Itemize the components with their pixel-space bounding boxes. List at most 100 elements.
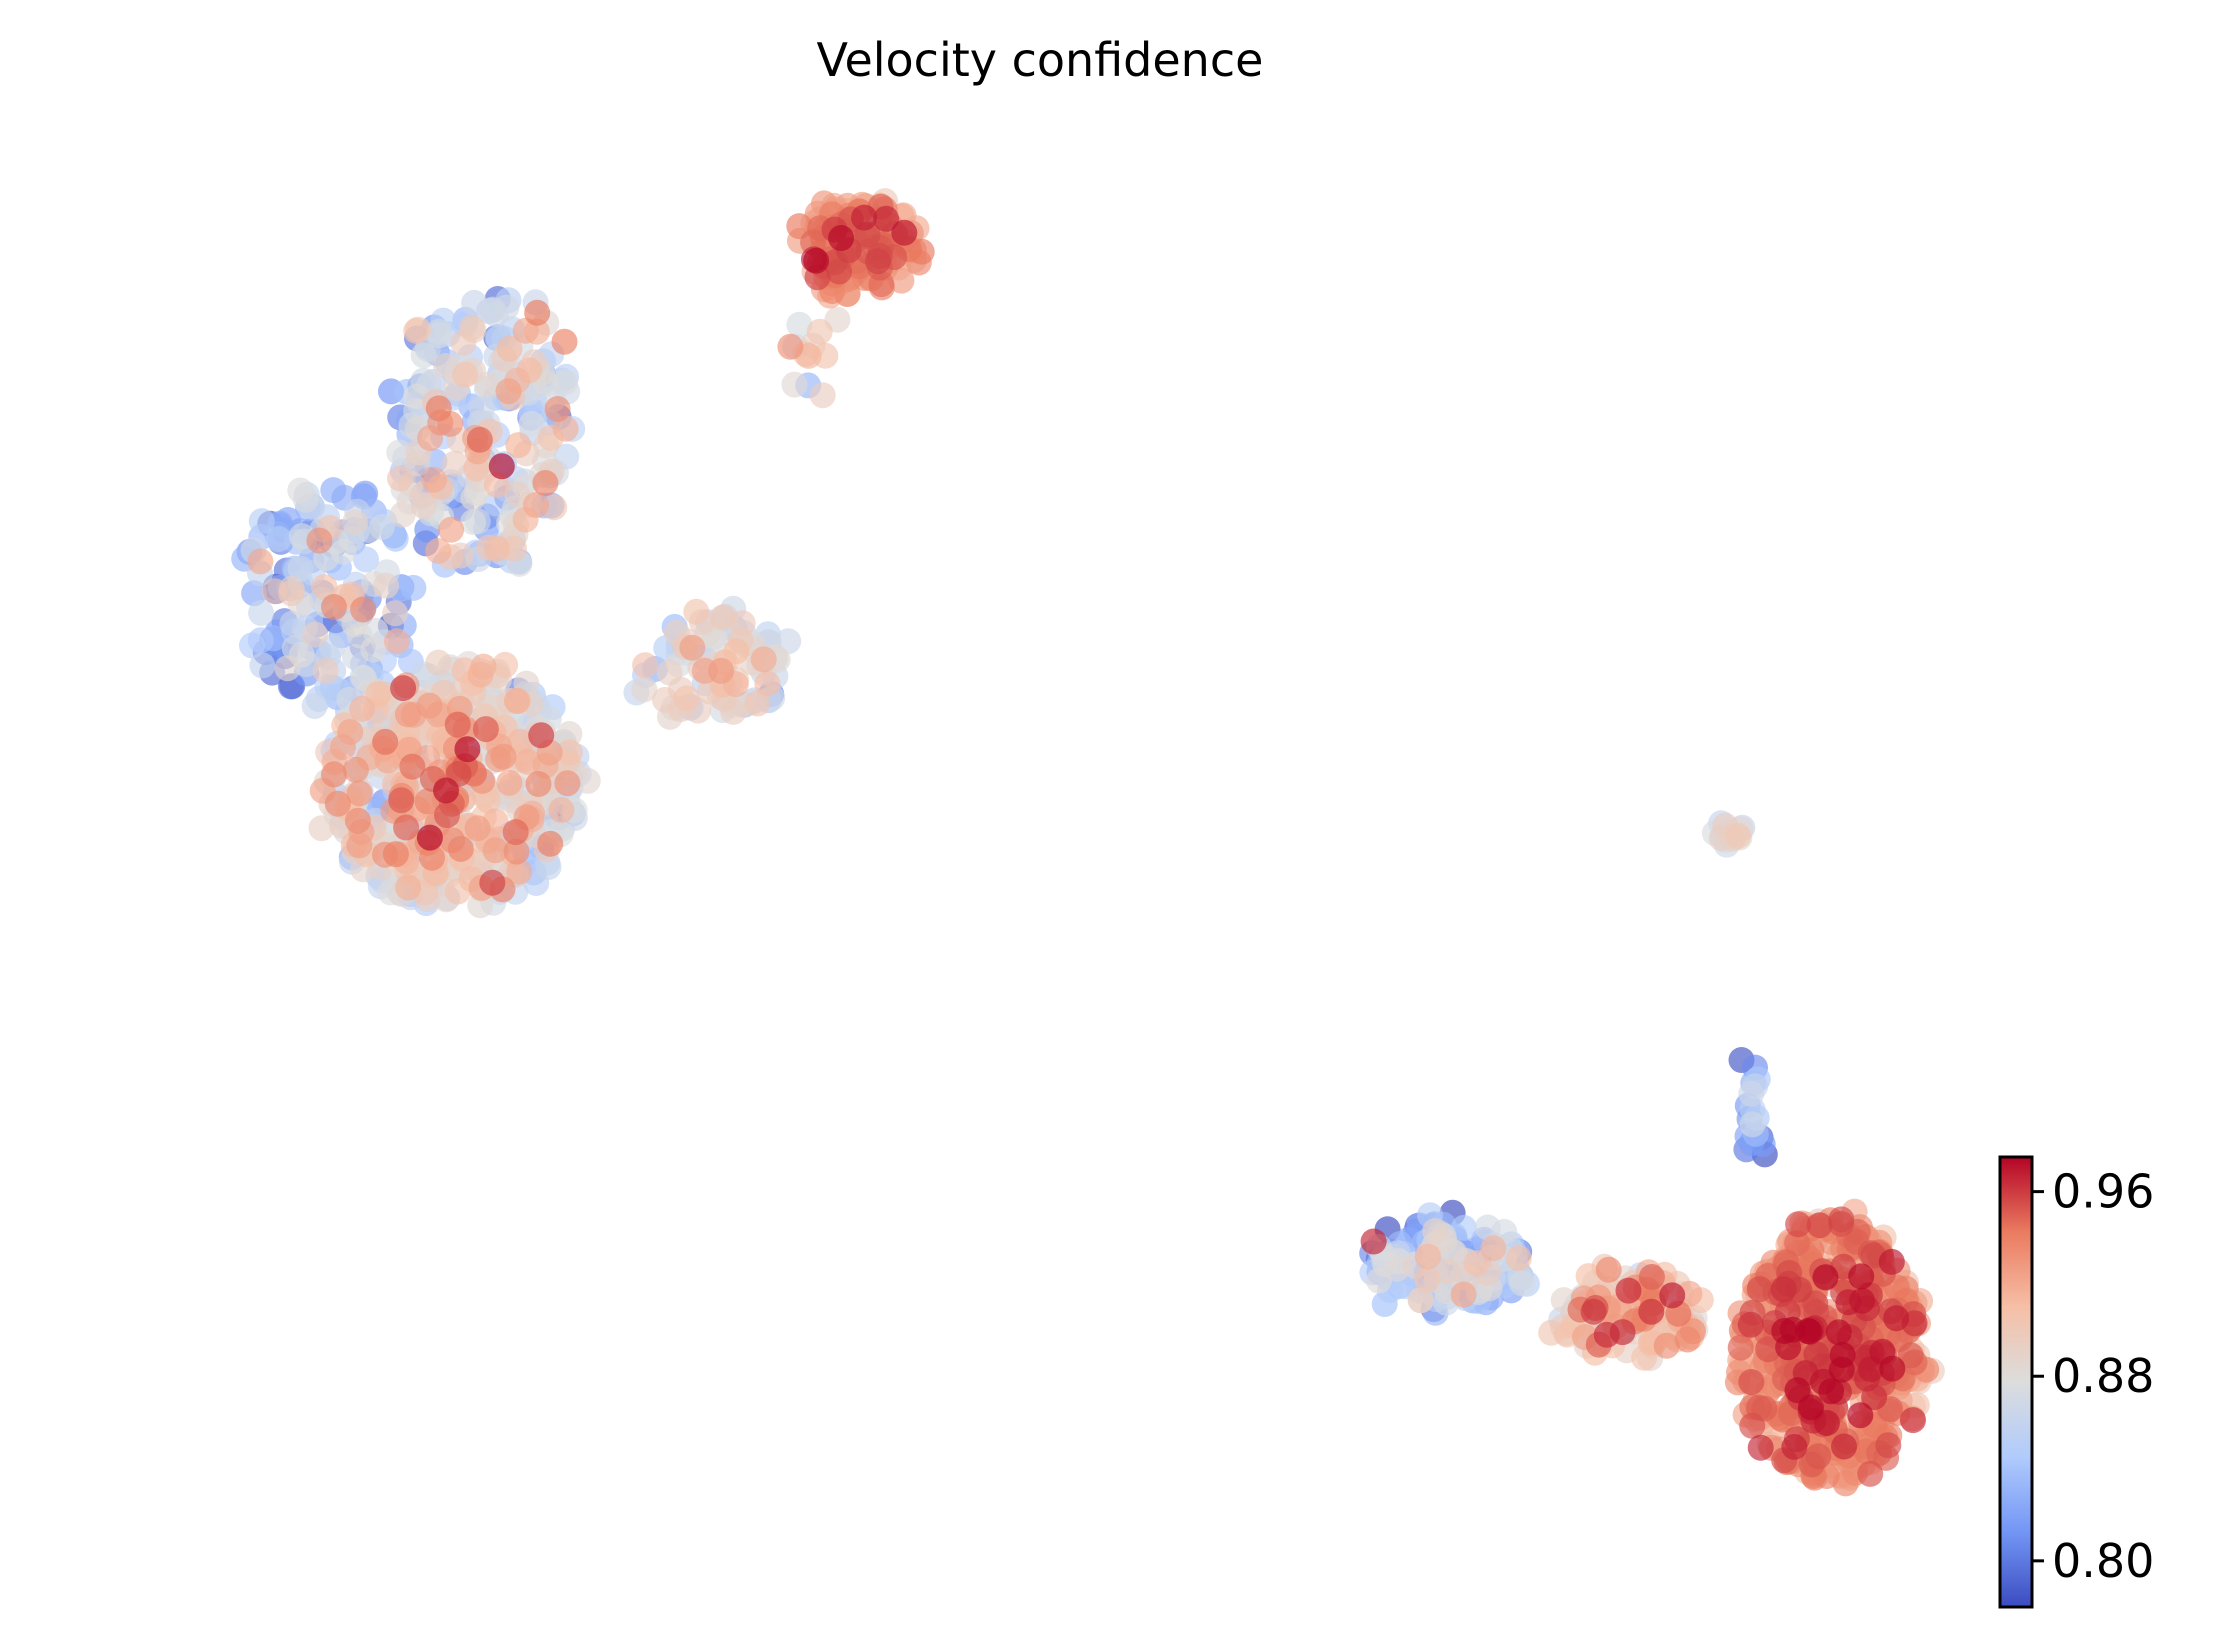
scatter-point: [496, 335, 523, 362]
scatter-point: [1580, 1298, 1607, 1325]
scatter-point: [324, 790, 351, 817]
scatter-point: [1593, 1321, 1620, 1348]
scatter-point: [556, 721, 583, 747]
scatter-point: [503, 687, 530, 714]
scatter-point: [248, 508, 275, 535]
scatter-point: [552, 415, 579, 442]
scatter-point: [394, 701, 421, 728]
scatter-point: [1739, 1111, 1766, 1138]
scatter-point: [1638, 1298, 1665, 1325]
scatter-point: [1828, 1206, 1855, 1233]
scatter-point: [1828, 1356, 1855, 1383]
scatter-point: [353, 546, 379, 573]
scatter-point: [1653, 1332, 1680, 1359]
scatter-point: [652, 686, 678, 713]
scatter-point: [433, 777, 459, 804]
scatter-point: [454, 736, 481, 763]
scatter-point: [321, 761, 347, 788]
scatter-point: [425, 322, 452, 349]
colorbar-tick-label: 0.80: [2052, 1534, 2154, 1588]
scatter-point: [492, 651, 519, 678]
scatter-point: [447, 835, 474, 862]
scatter-point: [556, 739, 583, 766]
scatter-point: [450, 329, 477, 356]
scatter-point: [1434, 1258, 1461, 1285]
scatter-point: [302, 621, 328, 648]
scatter-point: [523, 492, 549, 518]
scatter-point: [532, 470, 559, 496]
scatter-point: [416, 824, 443, 851]
scatter-point: [496, 769, 523, 796]
scatter-point: [1463, 1250, 1490, 1277]
scatter-point: [460, 509, 487, 536]
scatter-point: [403, 317, 430, 344]
scatter-point: [1805, 1443, 1832, 1470]
scatter-point: [1480, 1235, 1507, 1262]
scatter-point: [551, 328, 578, 355]
scatter-point: [387, 465, 413, 492]
scatter-point: [708, 657, 735, 684]
scatter-point: [482, 837, 509, 864]
scatter-point: [1674, 1326, 1701, 1353]
points-layer: [231, 188, 1945, 1497]
scatter-point: [425, 649, 452, 676]
scatter-point: [421, 466, 448, 493]
scatter-point: [754, 670, 781, 697]
scatter-point: [723, 638, 750, 665]
scatter-point: [306, 527, 333, 554]
scatter-point: [504, 481, 531, 508]
scatter-point: [1879, 1355, 1906, 1382]
scatter-point: [488, 453, 515, 480]
scatter-point: [470, 653, 497, 680]
scatter-point: [1883, 1305, 1910, 1332]
scatter-point: [261, 578, 288, 605]
scatter-point: [1615, 1277, 1642, 1304]
scatter-point: [1414, 1266, 1441, 1293]
scatter-point: [1771, 1318, 1798, 1344]
scatter-point: [1747, 1434, 1774, 1461]
scatter-point: [452, 361, 479, 388]
scatter-point: [390, 675, 417, 702]
scatter-point: [1897, 1342, 1924, 1369]
scatter-point: [873, 205, 900, 232]
scatter-point: [1450, 1281, 1477, 1308]
scatter-point: [1727, 1334, 1754, 1361]
chart-title: Velocity confidence: [817, 33, 1264, 87]
scatter-point: [1415, 1243, 1441, 1270]
scatter-point: [1825, 1319, 1852, 1346]
scatter-point: [683, 598, 710, 625]
scatter-point: [389, 501, 416, 528]
colorbar-ticks: 0.80 0.88 0.96: [2032, 1165, 2154, 1588]
scatter-point: [1725, 822, 1752, 849]
scatter-point: [1422, 1218, 1449, 1244]
scatter-point: [806, 318, 833, 345]
scatter-point: [438, 516, 465, 543]
scatter-point: [518, 410, 545, 437]
scatter-point: [410, 342, 437, 369]
scatter-point: [1509, 1270, 1535, 1297]
scatter-point: [337, 719, 364, 745]
scatter-point: [1857, 1460, 1884, 1487]
scatter-point: [265, 526, 292, 552]
scatter-point: [826, 258, 853, 285]
scatter-point: [434, 802, 460, 829]
scatter-point: [1784, 1230, 1811, 1257]
scatter-point: [506, 858, 533, 885]
scatter-point: [344, 807, 371, 834]
colorbar-frame: [1998, 1155, 2034, 1609]
scatter-point: [247, 548, 274, 575]
scatter-point: [441, 450, 468, 477]
scatter-point: [781, 371, 808, 398]
scatter-point: [308, 815, 335, 842]
scatter-point: [393, 814, 420, 841]
scatter-point: [1505, 1245, 1532, 1272]
scatter-point: [1595, 1256, 1622, 1283]
scatter-point: [495, 378, 522, 405]
scatter-point: [1407, 1287, 1434, 1314]
scatter-point: [346, 832, 373, 859]
colorbar-tick-label: 0.96: [2052, 1165, 2154, 1219]
scatter-point: [321, 594, 347, 620]
scatter-point: [864, 248, 891, 275]
scatter-point: [744, 690, 771, 717]
scatter-point: [274, 655, 301, 682]
